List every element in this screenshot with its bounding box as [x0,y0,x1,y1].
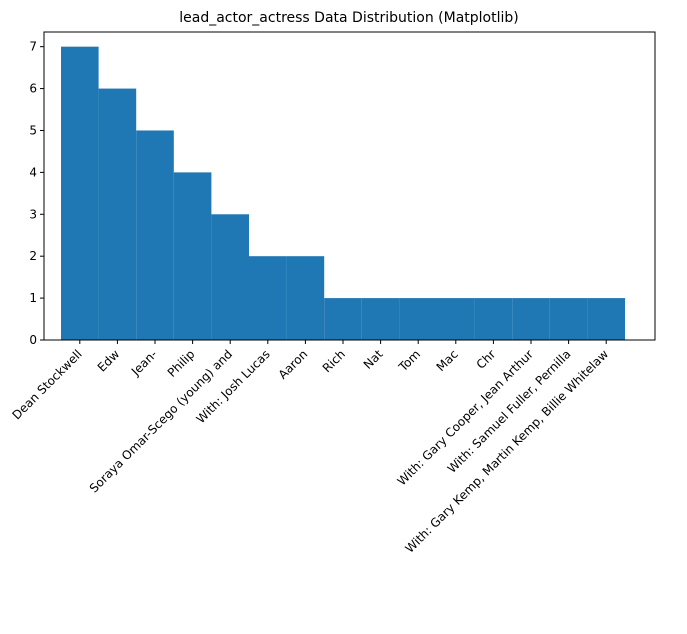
y-tick-label: 3 [29,207,37,221]
x-tick-label: With: Gary Cooper, Jean Arthur [395,347,536,488]
bar [474,298,513,340]
y-tick-label: 5 [29,123,37,137]
bar [61,46,99,341]
x-tick-label: Rich [320,347,348,375]
x-tick-label: Tom [395,347,423,375]
bar [98,88,137,340]
y-tick-label: 1 [29,291,37,305]
y-tick-label: 2 [29,249,37,263]
x-tick-label: Chr [474,347,499,372]
x-tick-label: Jean- [128,347,160,379]
bar [437,298,475,340]
x-tick-label: Philip [165,347,198,380]
y-tick-label: 0 [29,333,37,347]
chart-title: lead_actor_actress Data Distribution (Ma… [179,10,519,26]
y-tick-label: 6 [29,82,37,96]
x-tick-label: Edw [95,347,123,375]
x-tick-label: Aaron [276,347,311,382]
bar [361,298,400,340]
y-tick-label: 7 [29,40,37,54]
x-tick-label: Mac [434,347,461,374]
bar [587,298,625,340]
plot-frame [43,31,656,341]
y-tick-label: 4 [29,165,37,179]
bar [399,298,437,340]
bar [211,214,249,340]
x-tick-label: Dean Stockwell [9,347,84,422]
bar [173,172,212,340]
bar [136,130,174,340]
bar [549,298,588,340]
bar [249,256,287,340]
x-tick-label: Nat [361,347,386,372]
bar [286,256,325,340]
bar [324,298,362,340]
bar [512,298,550,340]
